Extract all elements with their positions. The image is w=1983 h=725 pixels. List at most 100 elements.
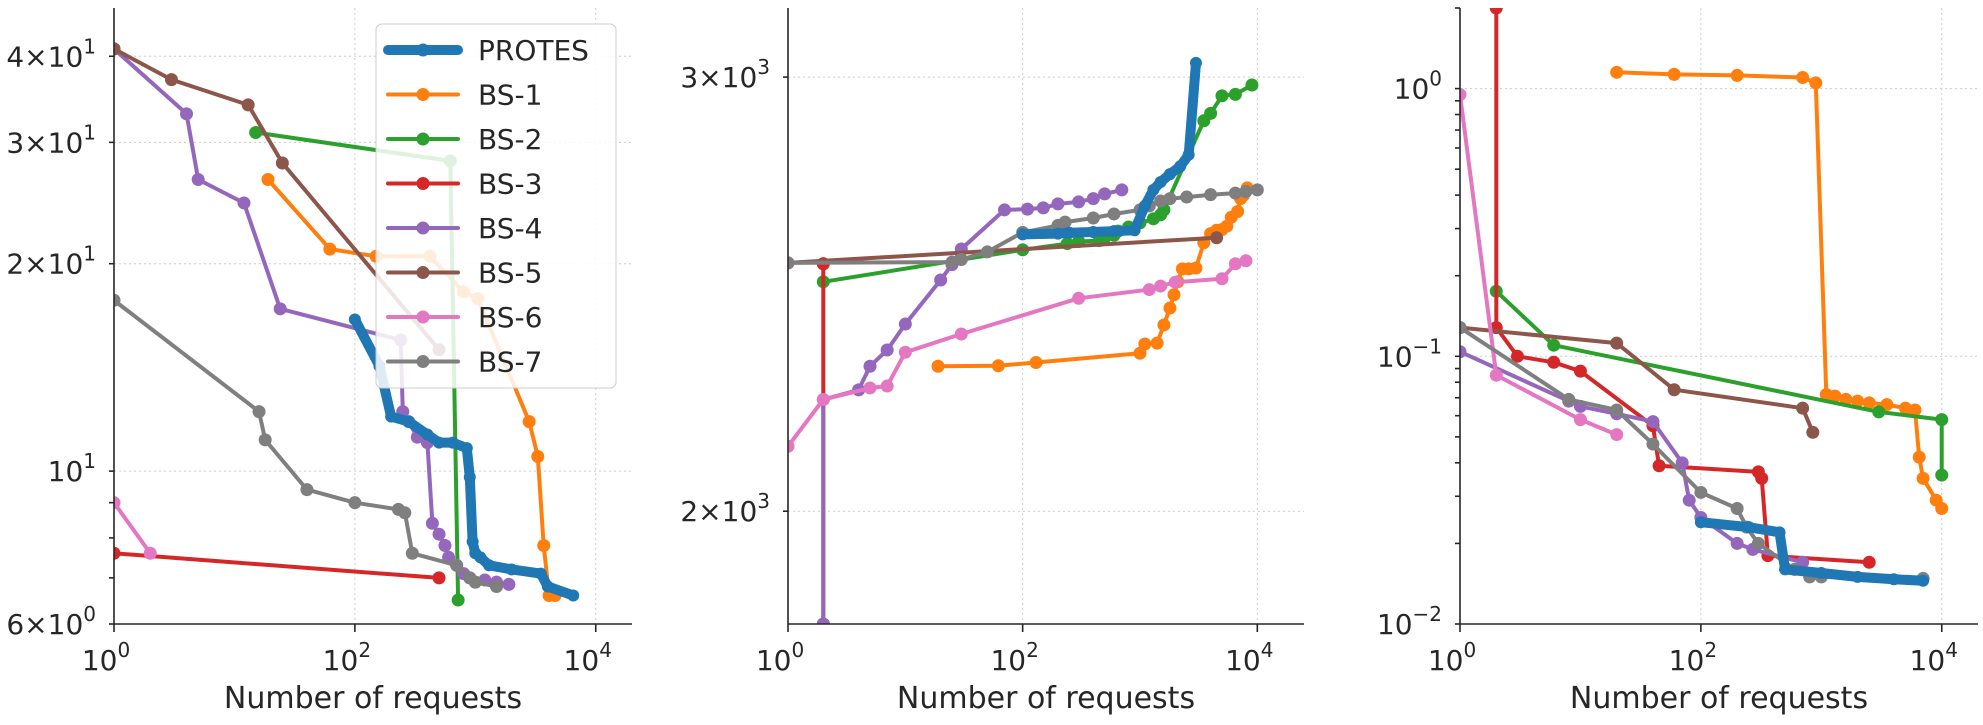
legend-label: BS-4 — [478, 212, 542, 245]
data-point-bs-7 — [1646, 437, 1660, 451]
data-point-protes — [1773, 526, 1786, 539]
series-group — [788, 56, 1264, 624]
series-line-bs-2 — [1494, 289, 1944, 478]
data-point-protes — [1694, 516, 1707, 529]
data-point-bs-1 — [1231, 205, 1245, 219]
data-point-bs-6 — [1215, 272, 1229, 286]
data-point-bs-7 — [1751, 536, 1765, 550]
data-point-bs-1 — [522, 415, 536, 429]
data-point-bs-3 — [1573, 364, 1587, 378]
y-tick-label: 100 — [1394, 67, 1442, 106]
data-point-bs-5 — [1210, 231, 1224, 245]
x-tick-label: 104 — [564, 638, 612, 677]
data-point-protes — [1163, 168, 1176, 181]
data-point-bs-1 — [1163, 301, 1177, 315]
data-point-bs-3 — [1547, 355, 1561, 369]
legend-item-bs-4: BS-4 — [386, 212, 542, 245]
data-point-protes — [1779, 563, 1792, 576]
data-point-bs-1 — [1667, 67, 1681, 81]
data-point-bs-7 — [1180, 190, 1194, 204]
data-point-bs-6 — [1610, 428, 1624, 442]
series-line-bs-7 — [1460, 325, 1926, 581]
legend-item-bs-3: BS-3 — [386, 168, 542, 201]
legend-item-bs-7: BS-7 — [386, 346, 542, 379]
data-point-bs-4 — [880, 343, 894, 357]
data-point-bs-7 — [468, 575, 482, 589]
data-point-protes — [1154, 175, 1167, 188]
data-point-bs-1 — [1916, 471, 1930, 485]
data-point-bs-6 — [1239, 254, 1253, 268]
x-axis-title: Number of requests — [897, 681, 1195, 716]
data-point-bs-3 — [432, 571, 446, 585]
data-point-bs-5 — [164, 73, 178, 87]
data-point-bs-4 — [1682, 493, 1696, 507]
y-tick-label: 2×103 — [680, 489, 770, 528]
x-tick-label: 102 — [323, 638, 371, 677]
data-point-bs-4 — [180, 107, 194, 121]
data-point-bs-4 — [934, 273, 948, 287]
data-point-bs-7 — [252, 405, 266, 419]
series-line-bs-3 — [1494, 8, 1872, 565]
data-point-bs-4 — [816, 617, 830, 624]
data-point-bs-4 — [1675, 456, 1689, 470]
data-point-bs-4 — [191, 172, 205, 186]
data-point-bs-5 — [275, 156, 289, 170]
data-point-bs-4 — [1646, 415, 1660, 429]
data-point-bs-6 — [1573, 413, 1587, 427]
data-point-protes — [1917, 574, 1930, 587]
series-line-bs-6 — [1460, 92, 1619, 437]
data-point-bs-4 — [898, 317, 912, 331]
data-point-protes — [483, 559, 496, 572]
data-point-bs-5 — [1667, 383, 1681, 397]
legend-label: BS-6 — [478, 301, 542, 334]
data-point-bs-1 — [1862, 396, 1876, 410]
data-point-bs-6 — [816, 392, 830, 406]
chart-panel-right: 100 102 104 10−2 10−1 100 Number of requests — [1377, 7, 1978, 716]
legend-label: BS-5 — [478, 257, 542, 290]
series-line-bs-5 — [788, 235, 1219, 265]
data-point-bs-4 — [1098, 187, 1112, 201]
data-point-protes — [463, 471, 476, 484]
y-tick-label: 3×101 — [6, 120, 96, 159]
data-point-protes — [1174, 160, 1187, 173]
data-point-bs-6 — [1142, 283, 1156, 297]
data-point-bs-2 — [1215, 89, 1229, 103]
data-point-bs-4 — [432, 527, 446, 541]
y-tick-label: 6×100 — [6, 602, 96, 641]
data-point-bs-7 — [114, 293, 121, 307]
x-axis-title: Number of requests — [224, 681, 522, 716]
data-point-bs-2 — [1935, 413, 1949, 427]
y-tick-label: 2×101 — [6, 242, 96, 281]
data-point-protes — [1182, 148, 1195, 161]
data-point-bs-6 — [1154, 279, 1168, 293]
data-point-bs-2 — [1872, 405, 1886, 419]
data-point-bs-7 — [300, 483, 314, 497]
data-point-protes — [1138, 199, 1151, 212]
data-point-protes — [1887, 573, 1900, 586]
data-point-protes — [1147, 183, 1160, 196]
data-point-bs-6 — [863, 381, 877, 395]
data-point-protes — [1016, 228, 1029, 241]
legend-label: BS-2 — [478, 123, 542, 156]
data-point-protes — [1128, 224, 1141, 237]
data-point-bs-7 — [405, 546, 419, 560]
data-point-protes — [466, 535, 479, 548]
data-point-bs-6 — [114, 496, 121, 510]
data-point-bs-3 — [1652, 459, 1666, 473]
data-point-bs-4 — [237, 196, 251, 210]
data-point-bs-4 — [1115, 183, 1129, 197]
data-point-bs-4 — [863, 359, 877, 373]
data-point-bs-1 — [1730, 68, 1744, 82]
data-point-bs-7 — [1250, 183, 1264, 197]
data-point-bs-1 — [1167, 288, 1181, 302]
data-point-bs-6 — [898, 345, 912, 359]
x-axis-title: Number of requests — [1570, 681, 1868, 716]
data-point-protes — [1189, 56, 1202, 69]
x-tick-label: 104 — [1910, 638, 1958, 677]
data-point-bs-7 — [450, 558, 464, 572]
x-tick-label: 104 — [1225, 638, 1273, 677]
data-point-protes — [505, 563, 518, 576]
data-point-protes — [1742, 521, 1755, 534]
data-point-bs-7 — [1610, 403, 1624, 417]
data-point-protes — [385, 410, 398, 423]
